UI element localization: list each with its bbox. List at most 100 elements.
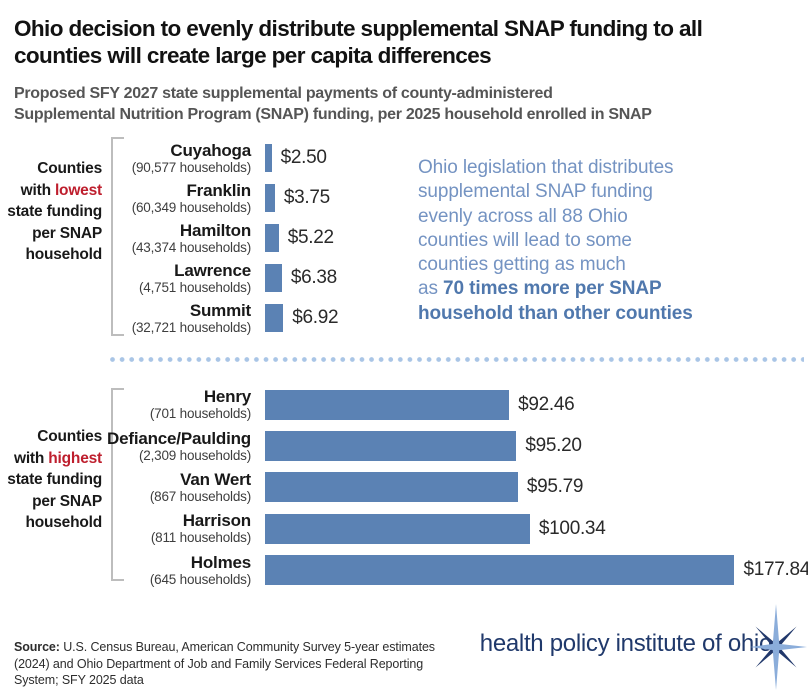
- category-label: Summit (32,721 households): [0, 300, 258, 335]
- bar-value-label: $2.50: [280, 147, 327, 168]
- category-label: Cuyahoga (90,577 households): [0, 141, 258, 175]
- chart-row: Summit (32,721 households) $6.92: [0, 298, 339, 338]
- county-name: Defiance/Paulding: [107, 428, 251, 448]
- household-count: (867 households): [149, 488, 251, 504]
- bar: [265, 184, 275, 212]
- bar: [265, 304, 284, 332]
- category-label: Henry (701 households): [0, 387, 258, 422]
- page-subtitle: Proposed SFY 2027 state supplemental pay…: [14, 83, 652, 125]
- category-label: Harrison (811 households): [0, 511, 258, 546]
- annotation-bold-text: 70 times more per SNAP: [443, 278, 662, 300]
- source-line: (2024) and Ohio Department of Job and Fa…: [14, 656, 424, 671]
- bar-value-label: $3.75: [283, 187, 330, 208]
- page-title: Ohio decision to evenly distribute suppl…: [14, 15, 703, 69]
- source-line: Source: U.S. Census Bureau, American Com…: [14, 640, 435, 654]
- category-label: Defiance/Paulding (2,309 households): [0, 428, 258, 463]
- household-count: (60,349 households): [131, 199, 251, 215]
- chart-row: Harrison (811 households) $100.34: [0, 508, 808, 549]
- annotation-line: Ohio legislation that distributes: [418, 157, 674, 178]
- household-count: (811 households): [150, 530, 251, 546]
- household-count: (4,751 households): [139, 279, 251, 295]
- highest-group-bracket: [111, 388, 124, 581]
- bar: [265, 472, 518, 503]
- dotted-divider: [110, 357, 804, 362]
- category-label: Van Wert (867 households): [0, 469, 258, 504]
- key-takeaway-annotation: Ohio legislation that distributes supplem…: [418, 156, 693, 326]
- annotation-line: supplemental SNAP funding: [418, 181, 653, 203]
- hpio-logo-text: health policy institute of ohio: [479, 630, 773, 657]
- highest-group-label: Counties with highest state funding per SNA…: [7, 426, 102, 534]
- bar: [265, 389, 510, 420]
- chart-row: Cuyahoga (90,577 households) $2.50: [0, 138, 338, 178]
- page-title-line2: counties will create large per capita di…: [14, 43, 492, 68]
- page-subtitle-line1: Proposed SFY 2027 state supplemental pay…: [14, 85, 553, 102]
- annotation-line: counties getting as much: [418, 254, 626, 276]
- source-label: Source:: [14, 640, 60, 654]
- chart-row: Hamilton (43,374 households) $5.22: [0, 218, 338, 258]
- county-name: Henry: [203, 387, 251, 407]
- category-label: Franklin (60,349 households): [0, 180, 258, 215]
- household-count: (90,577 households): [131, 159, 251, 175]
- county-name: Holmes: [190, 552, 251, 572]
- category-label: Holmes (645 households): [0, 552, 258, 587]
- annotation-line: as 70 times more per SNAP: [418, 278, 662, 300]
- household-count: (701 households): [149, 406, 251, 422]
- annotation-line: evenly across all 88 Ohio: [418, 205, 628, 227]
- annotation-line: household than other counties: [418, 302, 693, 326]
- chart-row: Defiance/Paulding (2,309 households) $95.2…: [0, 425, 808, 466]
- compass-star-icon: [750, 602, 808, 696]
- page-title-line1: Ohio decision to evenly distribute suppl…: [14, 16, 703, 41]
- category-label: Lawrence (4,751 households): [0, 260, 258, 295]
- highlight-word: lowest: [54, 181, 102, 199]
- lowest-group-bracket: [111, 137, 124, 336]
- bar-value-label: $6.38: [290, 267, 337, 288]
- county-name: Van Wert: [180, 469, 251, 489]
- side-label-line: with highest: [13, 449, 102, 467]
- bar-value-label: $92.46: [518, 393, 575, 415]
- county-name: Hamilton: [179, 220, 251, 240]
- bar: [265, 431, 517, 462]
- county-name: Lawrence: [174, 260, 251, 280]
- highest-counties-chart: Henry (701 households) $92.46 Defiance/Paul…: [0, 384, 808, 591]
- bar: [265, 264, 282, 292]
- chart-row: Lawrence (4,751 households) $6.38: [0, 258, 338, 298]
- side-label-line: household: [25, 246, 102, 263]
- chart-row: Henry (701 households) $92.46: [0, 384, 808, 425]
- chart-row: Van Wert (867 households) $95.79: [0, 467, 808, 508]
- bar-value-label: $100.34: [538, 517, 606, 539]
- household-count: (2,309 households): [139, 447, 251, 463]
- county-name: Summit: [189, 300, 251, 320]
- bar-value-label: $95.20: [525, 435, 582, 457]
- bar-value-label: $95.79: [526, 476, 584, 498]
- bar: [265, 144, 272, 172]
- household-count: (43,374 households): [131, 239, 251, 255]
- bar: [265, 513, 530, 544]
- chart-row: Holmes (645 households) $177.84: [0, 550, 808, 591]
- county-name: Harrison: [182, 511, 252, 531]
- side-label-line: per SNAP: [32, 492, 102, 510]
- side-label-line: household: [25, 514, 102, 531]
- annotation-bold-text: household than other counties: [418, 302, 693, 324]
- household-count: (32,721 households): [131, 319, 251, 335]
- side-label-line: Counties: [37, 428, 102, 445]
- lowest-group-label: Counties with lowest state funding per SNAP…: [7, 158, 102, 266]
- side-label-line: state funding: [7, 471, 102, 488]
- bar-value-label: $6.92: [292, 307, 339, 328]
- side-label-line: state funding: [7, 203, 102, 220]
- lowest-counties-chart: Cuyahoga (90,577 households) $2.50 Franklin…: [0, 138, 339, 338]
- page-subtitle-line2: Supplemental Nutrition Program (SNAP) fu…: [14, 106, 652, 123]
- side-label-line: with lowest: [20, 181, 103, 199]
- category-label: Hamilton (43,374 households): [0, 220, 258, 255]
- annotation-line: counties will lead to some: [418, 229, 632, 251]
- side-label-line: per SNAP: [32, 224, 102, 242]
- bar: [265, 555, 735, 586]
- highlight-word: highest: [48, 449, 102, 467]
- source-note: Source: U.S. Census Bureau, American Com…: [14, 639, 435, 689]
- bar: [265, 224, 279, 252]
- county-name: Franklin: [186, 180, 251, 200]
- bar-value-label: $5.22: [287, 227, 334, 248]
- chart-row: Franklin (60,349 households) $3.75: [0, 178, 338, 218]
- bar-value-label: $177.84: [743, 559, 808, 581]
- household-count: (645 households): [149, 571, 251, 587]
